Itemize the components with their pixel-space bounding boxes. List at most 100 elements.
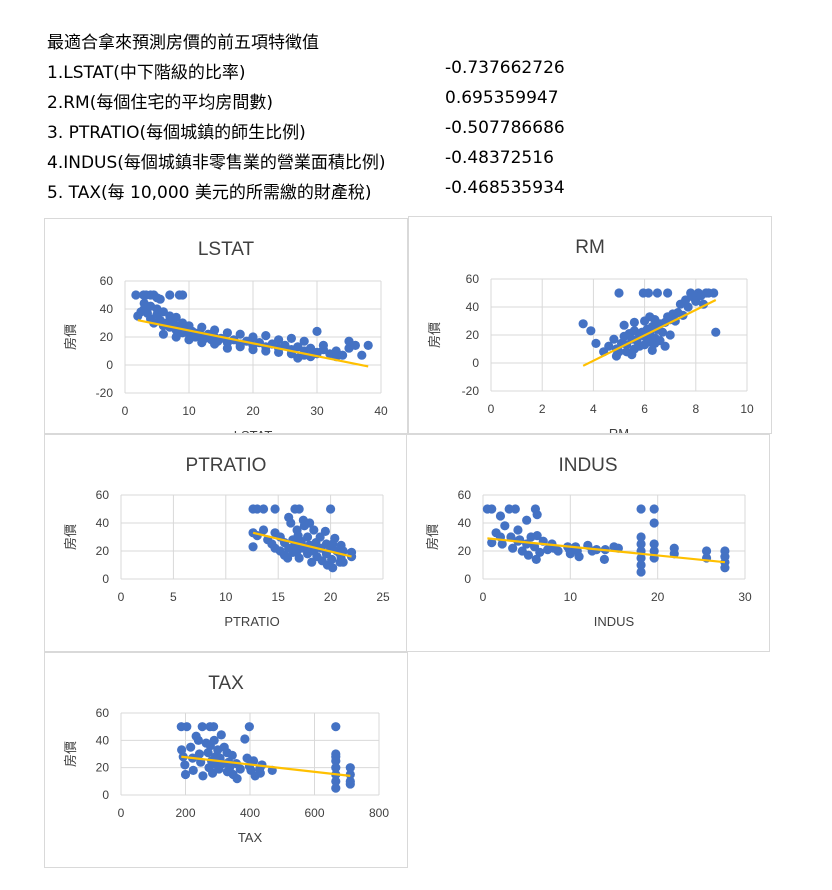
- data-point: [636, 567, 646, 577]
- data-point: [363, 340, 373, 350]
- y-tick-label: 20: [96, 544, 110, 558]
- data-point: [535, 547, 545, 557]
- y-tick-label: 20: [458, 544, 472, 558]
- x-tick-label: 0: [488, 402, 495, 416]
- data-point: [180, 760, 190, 770]
- feature-row-5-label: 5. TAX(每 10,000 美元的所需繳的財產稅): [47, 183, 372, 203]
- chart-ptratio: PTRATIO 0 20 40 60 0 5 10 15 20 25 PTRATIO 房價: [44, 434, 408, 652]
- data-point: [184, 321, 194, 331]
- data-point: [188, 765, 198, 775]
- data-point: [244, 722, 254, 732]
- data-point: [532, 531, 542, 541]
- data-point: [636, 553, 646, 563]
- y-tick-label: 40: [96, 733, 110, 747]
- y-tick-label: 40: [100, 302, 114, 316]
- chart-svg: INDUS 0 20 40 60 0 10 20 30 INDUS 房價: [425, 455, 752, 629]
- data-point: [155, 294, 165, 304]
- data-point: [171, 312, 181, 322]
- data-point: [258, 525, 269, 535]
- data-point: [331, 722, 341, 732]
- data-point: [186, 742, 196, 752]
- data-point: [330, 533, 340, 543]
- data-point: [720, 563, 730, 573]
- data-point: [197, 338, 207, 348]
- data-point: [331, 763, 341, 773]
- data-point: [248, 542, 258, 552]
- x-tick-label: 30: [738, 590, 752, 604]
- feature-row-4-value: -0.48372516: [445, 148, 554, 168]
- feature-row-1-value: -0.737662726: [445, 58, 565, 78]
- data-point: [599, 554, 609, 564]
- feature-row-3-label: 3. PTRATIO(每個城鎮的師生比例): [47, 123, 306, 143]
- x-tick-label: 10: [219, 590, 233, 604]
- x-tick-label: 30: [310, 404, 324, 418]
- data-point: [565, 549, 575, 559]
- trendline: [137, 319, 369, 368]
- data-point: [208, 722, 219, 732]
- y-tick-label: -20: [96, 386, 114, 400]
- data-point: [331, 776, 341, 786]
- data-point: [258, 504, 269, 514]
- data-point: [643, 288, 654, 298]
- data-point: [609, 334, 619, 344]
- x-tick-label: 2: [539, 402, 546, 416]
- data-point: [508, 543, 518, 553]
- y-tick-label: 20: [466, 328, 480, 342]
- data-point: [219, 742, 229, 752]
- data-point: [171, 332, 181, 342]
- data-point: [586, 326, 596, 336]
- chart-title: RM: [575, 237, 605, 258]
- data-point: [252, 504, 262, 514]
- data-point: [184, 335, 194, 345]
- trendline: [181, 755, 351, 777]
- data-point: [328, 563, 338, 573]
- data-point: [578, 319, 588, 329]
- feature-row-4-label: 4.INDUS(每個城鎮非零售業的營業面積比例): [47, 153, 386, 173]
- data-point: [531, 554, 541, 564]
- data-point: [293, 531, 303, 541]
- y-axis-label: 房價: [63, 324, 78, 350]
- x-tick-label: 800: [369, 806, 389, 820]
- y-tick-label: 20: [100, 330, 114, 344]
- data-point: [345, 779, 355, 789]
- chart-title: LSTAT: [198, 239, 255, 260]
- data-point: [248, 756, 259, 766]
- x-axis-label: LSTAT: [234, 428, 273, 433]
- data-point: [307, 557, 317, 567]
- data-point: [294, 504, 304, 514]
- data-point: [294, 553, 304, 563]
- feature-row-2-value: 0.695359947: [445, 88, 559, 108]
- data-point: [165, 290, 175, 300]
- data-point: [636, 504, 646, 514]
- x-tick-label: 20: [246, 404, 260, 418]
- x-tick-label: 20: [651, 590, 665, 604]
- data-point: [255, 768, 265, 778]
- data-point: [591, 338, 601, 348]
- data-point: [274, 335, 284, 345]
- data-point: [235, 342, 245, 352]
- y-tick-label: 0: [102, 788, 109, 802]
- data-point: [197, 322, 207, 332]
- x-tick-label: 10: [740, 402, 754, 416]
- data-point: [235, 329, 245, 339]
- y-tick-label: -20: [462, 384, 480, 398]
- data-point: [345, 769, 355, 780]
- data-point: [286, 333, 296, 343]
- data-point: [683, 302, 693, 312]
- y-axis-label: 房價: [425, 524, 440, 550]
- data-point: [553, 546, 563, 556]
- trendline: [487, 537, 726, 564]
- data-point: [240, 734, 250, 744]
- data-point: [649, 546, 659, 556]
- data-point: [331, 752, 341, 762]
- chart-svg: PTRATIO 0 20 40 60 0 5 10 15 20 25 PTRATIO 房價: [63, 455, 390, 629]
- y-tick-label: 0: [102, 572, 109, 586]
- data-point: [709, 288, 719, 298]
- data-point: [636, 532, 646, 542]
- data-point: [198, 771, 208, 781]
- data-point: [302, 532, 313, 542]
- y-tick-label: 40: [466, 300, 480, 314]
- data-point: [235, 764, 245, 774]
- feature-row-3-value: -0.507786686: [445, 118, 565, 138]
- y-tick-label: 60: [100, 274, 114, 288]
